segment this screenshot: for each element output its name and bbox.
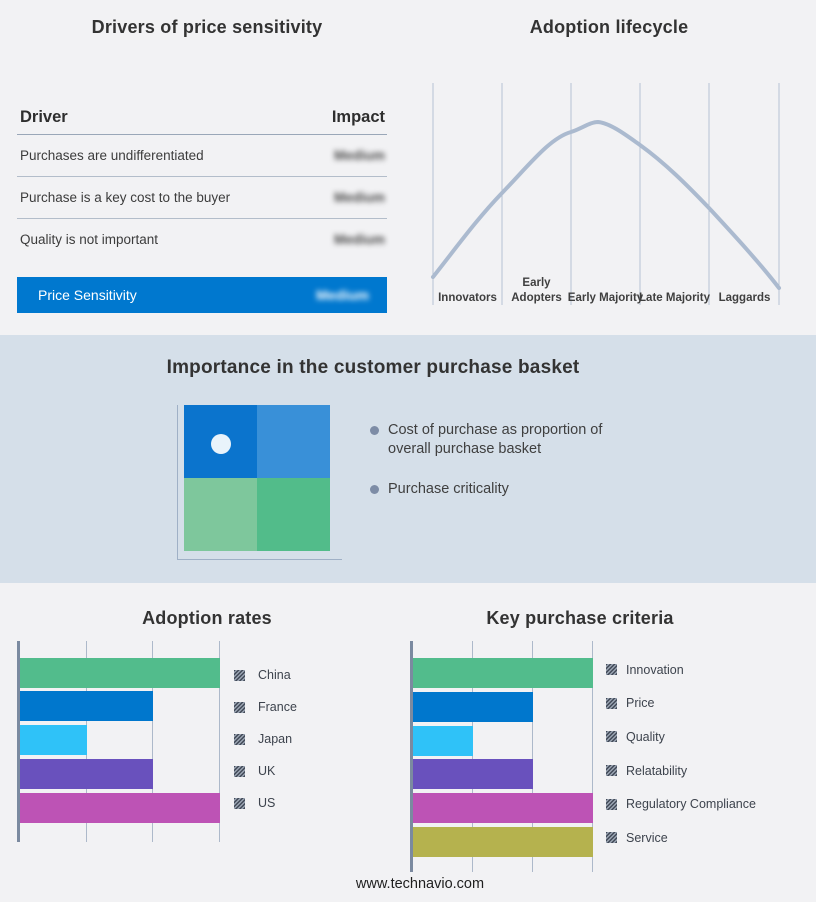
impact-value-blurred: Medium bbox=[333, 232, 385, 247]
driver-column-header: Driver bbox=[20, 108, 68, 126]
legend-item: France bbox=[234, 691, 297, 723]
legend-swatch-icon bbox=[606, 731, 617, 743]
purchase-basket-band bbox=[0, 335, 816, 583]
lifecycle-title: Adoption lifecycle bbox=[529, 17, 689, 37]
legend-label: France bbox=[258, 700, 297, 714]
driver-cell: Quality is not important bbox=[20, 232, 159, 247]
legend-item: Price bbox=[606, 687, 756, 721]
drivers-table: Driver Impact Purchases are undifferenti… bbox=[17, 88, 387, 313]
bar bbox=[413, 827, 593, 858]
impact-value-blurred: Medium bbox=[333, 190, 385, 205]
legend-item: Innovation bbox=[606, 653, 756, 687]
key-purchase-criteria-legend: Innovation Price Quality Relatability Regula… bbox=[606, 653, 756, 855]
legend-item: Relatability bbox=[606, 754, 756, 788]
driver-cell: Price Sensitivity bbox=[38, 287, 137, 303]
bar bbox=[413, 759, 533, 790]
quadrant-dot bbox=[211, 434, 231, 454]
legend-swatch-icon bbox=[234, 701, 245, 713]
legend-label: Innovation bbox=[626, 662, 684, 677]
legend-swatch-icon bbox=[606, 765, 617, 777]
adoption-rates-chart bbox=[17, 641, 221, 842]
table-row: Purchases are undifferentiated Medium bbox=[17, 135, 387, 177]
price-sensitivity-row: Price Sensitivity Medium bbox=[17, 277, 387, 313]
legend-label: Relatability bbox=[626, 763, 688, 778]
legend-item: UK bbox=[234, 755, 297, 787]
bar bbox=[413, 793, 593, 824]
drivers-rows: Purchases are undifferentiated Medium Purc… bbox=[17, 135, 387, 260]
impact-value-blurred: Medium bbox=[316, 287, 369, 303]
gridline bbox=[472, 641, 473, 872]
bar bbox=[413, 657, 593, 688]
adoption-rates-title: Adoption rates bbox=[142, 608, 272, 628]
quadrant-axes bbox=[177, 405, 342, 560]
gridline bbox=[152, 641, 154, 842]
table-row: Purchase is a key cost to the buyer Mediu… bbox=[17, 177, 387, 219]
bullet-item: Purchase criticality bbox=[370, 480, 643, 499]
key-purchase-criteria-chart bbox=[410, 641, 593, 872]
basket-title: Importance in the customer purchase bask… bbox=[166, 357, 580, 378]
legend-swatch-icon bbox=[606, 697, 617, 709]
driver-cell: Purchase is a key cost to the buyer bbox=[20, 190, 231, 205]
legend-item: Japan bbox=[234, 723, 297, 755]
legend-label: US bbox=[258, 796, 276, 810]
bar bbox=[20, 792, 221, 823]
bar bbox=[20, 758, 154, 789]
legend-swatch-icon bbox=[234, 733, 245, 745]
legend-item: China bbox=[234, 659, 297, 691]
bullet-icon bbox=[370, 485, 379, 494]
legend-item: Regulatory Compliance bbox=[606, 787, 756, 821]
impact-column-header: Impact bbox=[331, 108, 385, 126]
legend-label: UK bbox=[258, 764, 276, 778]
legend-swatch-icon bbox=[606, 832, 617, 844]
stage-label: Late Majority bbox=[639, 292, 710, 305]
bullet-item: Cost of purchase as proportion of overal… bbox=[370, 421, 643, 459]
stage-label: Innovators bbox=[438, 292, 497, 305]
gridline bbox=[592, 641, 593, 872]
quadrant-cell-bottom-right bbox=[257, 478, 330, 551]
bullet-text: Cost of purchase as proportion of overal… bbox=[388, 422, 603, 457]
legend-item: US bbox=[234, 787, 297, 819]
bar bbox=[20, 725, 87, 756]
legend-item: Service bbox=[606, 821, 756, 855]
purchase-basket-quadrant bbox=[184, 405, 330, 551]
legend-swatch-icon bbox=[234, 669, 245, 681]
table-row: Quality is not important Medium bbox=[17, 219, 387, 260]
stage-label: Laggards bbox=[718, 292, 771, 305]
legend-label: Price bbox=[626, 696, 655, 711]
adoption-rates-legend: China France Japan UK US bbox=[234, 659, 297, 819]
bar bbox=[20, 657, 221, 688]
quadrant-cell-bottom-left bbox=[184, 478, 257, 551]
stage-label: Early Majority bbox=[567, 292, 644, 305]
gridline bbox=[219, 641, 221, 842]
legend-swatch-icon bbox=[234, 765, 245, 777]
quadrant-cell-top-right bbox=[257, 405, 330, 478]
drivers-table-header: Driver Impact bbox=[17, 88, 387, 135]
bar bbox=[413, 691, 533, 722]
adoption-curve-chart bbox=[431, 83, 781, 305]
bar bbox=[20, 691, 154, 722]
legend-label: Service bbox=[626, 830, 668, 845]
legend-swatch-icon bbox=[234, 797, 245, 809]
legend-label: Quality bbox=[626, 729, 665, 744]
impact-value-blurred: Medium bbox=[333, 148, 385, 163]
gridline bbox=[532, 641, 533, 872]
driver-cell: Purchases are undifferentiated bbox=[20, 148, 204, 163]
legend-item: Quality bbox=[606, 720, 756, 754]
legend-label: Regulatory Compliance bbox=[626, 797, 756, 812]
footer-url: www.technavio.com bbox=[355, 876, 485, 892]
drivers-title: Drivers of price sensitivity bbox=[91, 17, 323, 37]
stage-label: Early Adopters bbox=[511, 277, 562, 305]
legend-swatch-icon bbox=[606, 664, 617, 676]
bar bbox=[413, 725, 473, 756]
legend-label: China bbox=[258, 668, 291, 682]
key-purchase-criteria-title: Key purchase criteria bbox=[486, 608, 674, 628]
bullet-text: Purchase criticality bbox=[388, 481, 509, 497]
bell-curve bbox=[431, 119, 781, 290]
legend-swatch-icon bbox=[606, 798, 617, 810]
bullet-icon bbox=[370, 426, 379, 435]
legend-label: Japan bbox=[258, 732, 293, 746]
